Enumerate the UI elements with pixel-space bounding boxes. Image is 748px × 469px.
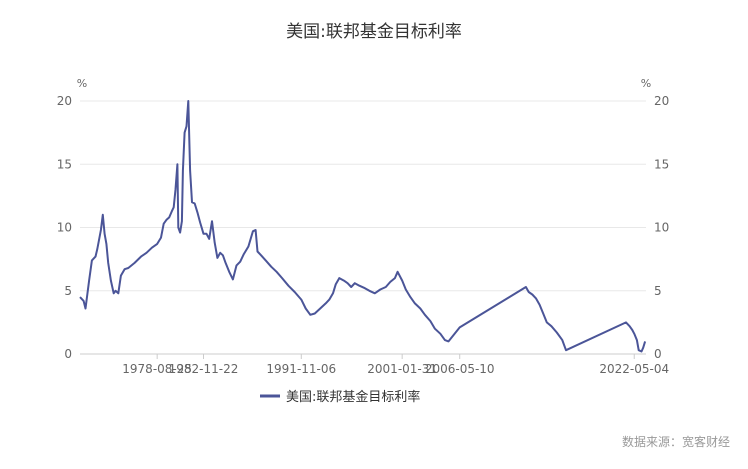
y-tick-label-right: 0 [654, 347, 662, 361]
y-tick-label-right: 15 [654, 157, 669, 171]
y-tick-label-right: 20 [654, 94, 669, 108]
y-tick-label-right: 10 [654, 221, 669, 235]
x-tick-label: 1982-11-22 [169, 362, 239, 376]
series-layer [79, 100, 647, 353]
y-tick-label-left: 5 [64, 284, 72, 298]
x-tick-label: 2001-01-31 [367, 362, 437, 376]
x-tick-label: 1978-08-25 [122, 362, 192, 376]
y-tick-label-left: 10 [57, 221, 72, 235]
left-axis-unit: % [77, 77, 87, 90]
x-tick-label: 2022-05-04 [599, 362, 669, 376]
chart-title: 美国:联邦基金目标利率 [286, 22, 462, 42]
source-note: 数据来源：宽客财经 [622, 434, 730, 449]
right-y-axis: 0 5 10 15 20 [654, 94, 669, 361]
left-y-axis: 0 5 10 15 20 [57, 94, 72, 361]
y-tick-label-right: 5 [654, 284, 662, 298]
series-line [79, 100, 647, 353]
y-tick-label-left: 15 [57, 157, 72, 171]
right-axis-unit: % [641, 77, 651, 90]
x-tick-label: 2006-05-10 [425, 362, 495, 376]
legend[interactable]: 美国:联邦基金目标利率 [260, 389, 420, 405]
y-tick-label-left: 0 [64, 347, 72, 361]
x-tick-label: 1991-11-06 [266, 362, 336, 376]
y-tick-label-left: 20 [57, 94, 72, 108]
grid-lines [80, 100, 646, 355]
legend-label: 美国:联邦基金目标利率 [286, 389, 420, 405]
